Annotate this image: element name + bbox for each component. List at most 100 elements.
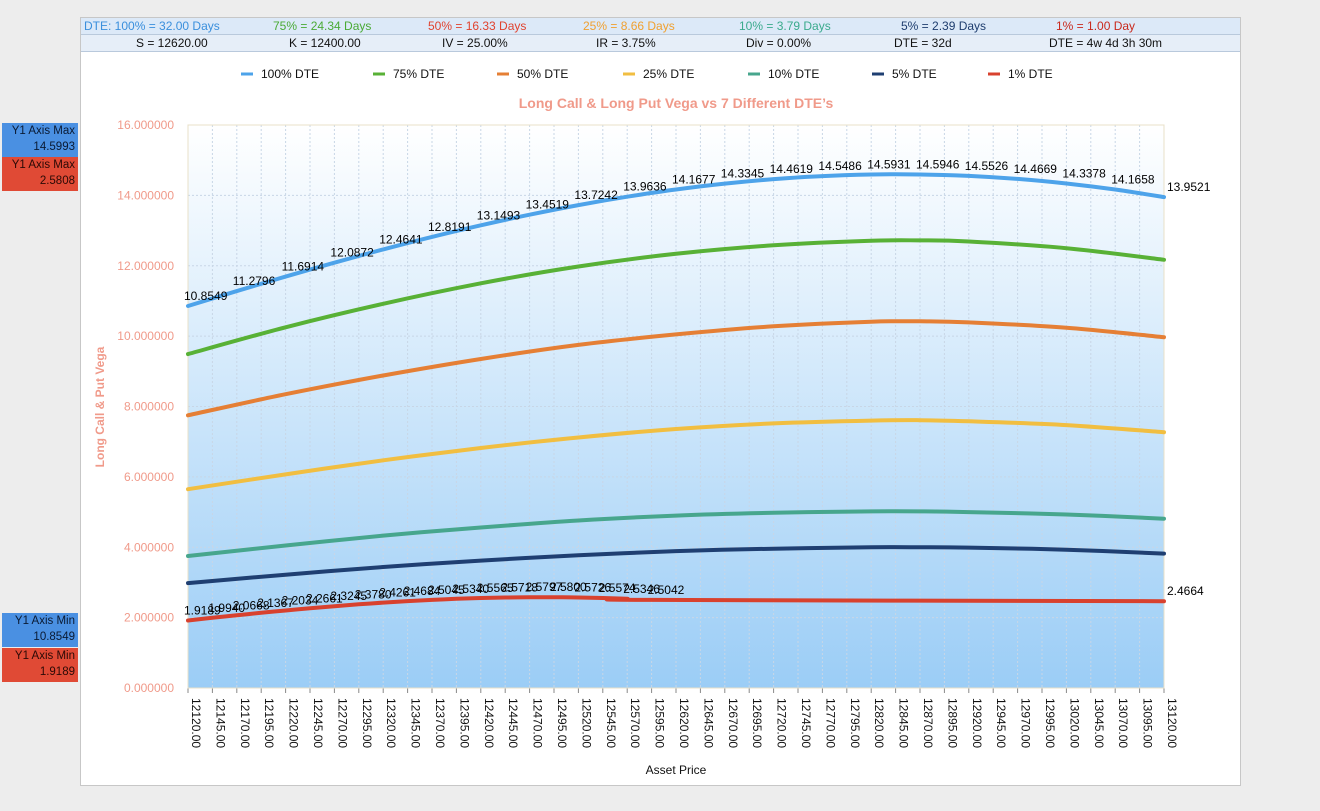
data-label: 2.5726: [574, 580, 611, 594]
data-label: 2.5800: [550, 580, 587, 594]
iv-label: IV = 25.00%: [442, 36, 508, 50]
series-line-100-dte: [186, 172, 1166, 308]
x-tick-label: 12395.00: [457, 698, 471, 748]
x-tick-label: 12420.00: [482, 698, 496, 748]
x-tick-label: 12870.00: [921, 698, 935, 748]
data-label: 2.5718: [501, 581, 538, 595]
data-label: 2.3780: [355, 587, 392, 601]
y-tick-label: 8.000000: [124, 400, 174, 414]
x-tick-label: 12895.00: [945, 698, 959, 748]
y-tick-label: 14.000000: [117, 188, 174, 202]
x-tick-label: 12570.00: [628, 698, 642, 748]
data-label: 14.5931: [867, 158, 911, 172]
y-tick-label: 16.000000: [117, 118, 174, 132]
y-tick-label: 2.000000: [124, 611, 174, 625]
x-axis-label: Asset Price: [646, 763, 707, 777]
strike-label: K = 12400.00: [289, 36, 361, 50]
data-label: 14.5486: [818, 159, 862, 173]
x-tick-label: 12345.00: [409, 698, 423, 748]
data-label: 12.4641: [379, 232, 423, 246]
data-label: 13.1493: [477, 208, 521, 222]
data-label: 2.1367: [257, 596, 294, 610]
y1-min-red-title: Y1 Axis Min: [14, 650, 75, 662]
x-tick-label: 13070.00: [1116, 698, 1130, 748]
x-tick-label: 12695.00: [750, 698, 764, 748]
legend-entry: 10% DTE: [768, 67, 819, 81]
x-tick-label: 12970.00: [1019, 698, 1033, 748]
legend-entry: 75% DTE: [393, 67, 444, 81]
y1-min-blue-box: Y1 Axis Min 10.8549: [2, 613, 78, 647]
x-tick-label: 12595.00: [653, 698, 667, 748]
series-line-50-dte: [186, 319, 1166, 418]
data-label: 2.5565: [477, 581, 514, 595]
data-label: 2.5797: [526, 580, 563, 594]
x-tick-label: 12745.00: [799, 698, 813, 748]
y1-max-blue-title: Y1 Axis Max: [11, 125, 75, 137]
y-tick-label: 6.000000: [124, 470, 174, 484]
y1-max-blue-value: 14.5993: [33, 141, 75, 153]
dte-100-label: DTE: 100% = 32.00 Days: [84, 19, 220, 33]
data-label: 14.3378: [1062, 166, 1106, 180]
series-line-1-dte: [186, 595, 1166, 623]
x-tick-label: 12820.00: [872, 698, 886, 748]
data-label: 13.4519: [526, 198, 570, 212]
y1-max-red-value: 2.5808: [39, 175, 75, 187]
x-tick-label: 12470.00: [531, 698, 545, 748]
x-tick-label: 12995.00: [1043, 698, 1057, 748]
y-tick-label: 10.000000: [117, 329, 174, 343]
x-tick-label: 12270.00: [335, 698, 349, 748]
data-label: 2.5574: [599, 581, 636, 595]
data-label: 2.3245: [330, 589, 367, 603]
y-axis-label: Long Call & Put Vega: [93, 346, 107, 467]
dte-days-label: DTE = 32d: [894, 36, 952, 50]
series-line-10-dte: [186, 509, 1166, 558]
ir-label: IR = 3.75%: [596, 36, 656, 50]
series-line-25-dte: [186, 418, 1166, 492]
data-label: 1.9940: [208, 601, 245, 615]
dte-10-label: 10% = 3.79 Days: [739, 19, 831, 33]
spot-price-label: S = 12620.00: [136, 36, 208, 50]
data-label: 13.9636: [623, 180, 667, 194]
x-tick-label: 12370.00: [433, 698, 447, 748]
x-tick-label: 12795.00: [848, 698, 862, 748]
chart-title: Long Call & Long Put Vega vs 7 Different…: [519, 95, 834, 111]
data-label: 13.9521: [1167, 180, 1211, 194]
x-tick-label: 12145.00: [213, 698, 227, 748]
parameters-bar: S = 12620.00 K = 12400.00 IV = 25.00% IR…: [81, 35, 1240, 52]
x-tick-label: 12220.00: [287, 698, 301, 748]
data-label: 10.8549: [184, 289, 228, 303]
x-tick-label: 12645.00: [701, 698, 715, 748]
data-label: 14.4619: [770, 162, 814, 176]
y-tick-label: 4.000000: [124, 540, 174, 554]
y1-min-blue-title: Y1 Axis Min: [14, 615, 75, 627]
x-tick-label: 12195.00: [262, 698, 276, 748]
dte-1-label: 1% = 1.00 Day: [1056, 19, 1136, 33]
legend-entry: 50% DTE: [517, 67, 568, 81]
x-tick-label: 12920.00: [970, 698, 984, 748]
y1-max-blue-box: Y1 Axis Max 14.5993: [2, 123, 78, 157]
dte-5-label: 5% = 2.39 Days: [901, 19, 987, 33]
x-tick-label: 12545.00: [604, 698, 618, 748]
x-tick-label: 12945.00: [994, 698, 1008, 748]
y1-max-red-box: Y1 Axis Max 2.5808: [2, 157, 78, 191]
data-label: 12.0872: [330, 246, 374, 260]
x-tick-label: 12720.00: [775, 698, 789, 748]
dte-summary-bar: DTE: 100% = 32.00 Days 75% = 24.34 Days …: [81, 18, 1240, 35]
x-tick-label: 12670.00: [726, 698, 740, 748]
x-tick-label: 12845.00: [897, 698, 911, 748]
y-tick-label: 0.000000: [124, 681, 174, 695]
data-label: 2.4684: [404, 584, 441, 598]
data-label: 2.5045: [428, 583, 465, 597]
data-label: 14.5946: [916, 157, 960, 171]
x-tick-label: 12320.00: [384, 698, 398, 748]
x-tick-label: 12295.00: [360, 698, 374, 748]
data-label: 2.5346: [623, 582, 660, 596]
x-tick-label: 13020.00: [1067, 698, 1081, 748]
data-label: 2.5042: [648, 583, 685, 597]
dte-50-label: 50% = 16.33 Days: [428, 19, 527, 33]
y1-min-red-value: 1.9189: [39, 666, 75, 678]
data-label: 14.4669: [1014, 162, 1058, 176]
plot-border: [187, 124, 1165, 689]
series-line-75-dte: [186, 238, 1166, 357]
